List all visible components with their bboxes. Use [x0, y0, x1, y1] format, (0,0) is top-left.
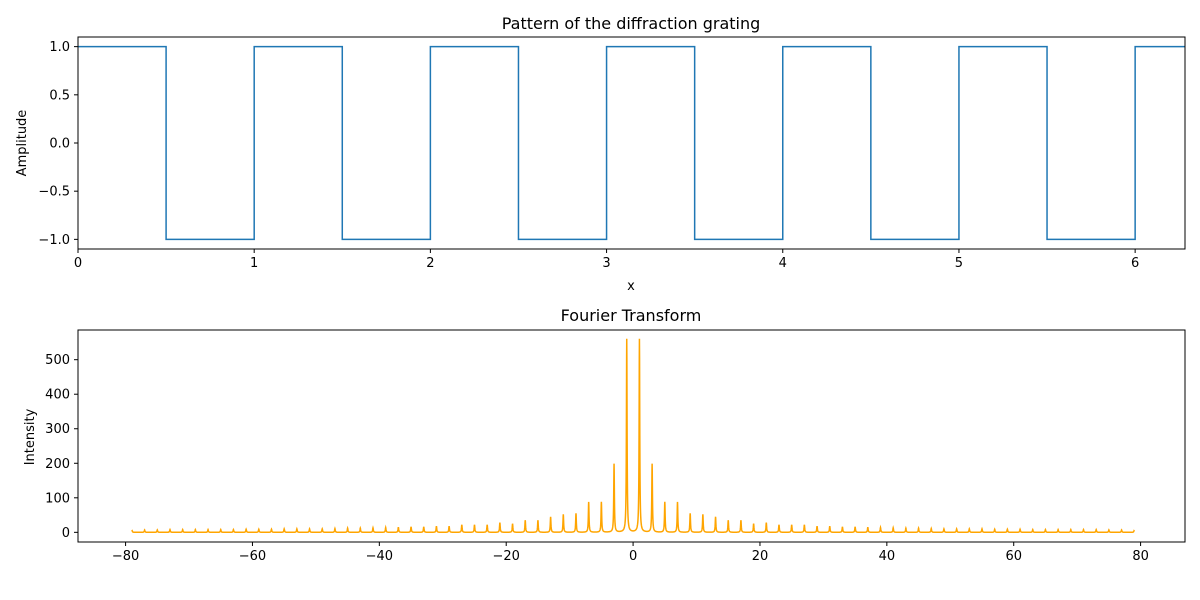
x-tick-label: 3: [602, 256, 610, 271]
x-tick-label: 2: [426, 256, 434, 271]
y-axis-label: Amplitude: [15, 110, 30, 177]
y-tick-label: 100: [45, 491, 70, 506]
y-tick-label: 400: [45, 388, 70, 403]
tick-group: 0 1 2 3 4 5 6 −1.0 −0.5 0.0 0.5 1.0: [38, 40, 1139, 271]
y-tick-label: 0.5: [49, 88, 70, 103]
tick-group: −80 −60 −40 −20 0 20 40 60 80 0 100 200 300 400 500: [45, 353, 1149, 564]
x-tick-label: 0: [74, 256, 82, 271]
chart-title: Pattern of the diffraction grating: [502, 14, 761, 33]
x-tick-label: 0: [629, 549, 637, 564]
y-tick-label: 500: [45, 353, 70, 368]
x-tick-label: 60: [1005, 549, 1022, 564]
x-tick-label: 4: [779, 256, 787, 271]
y-axis-label: Intensity: [23, 408, 38, 465]
y-tick-label: 200: [45, 457, 70, 472]
chart-title: Fourier Transform: [561, 306, 702, 325]
x-axis-label: x: [627, 279, 635, 294]
fourier-chart: Fourier Transform −80 −60 −40 −20 0 20 40 60 80 0…: [23, 306, 1186, 564]
grating-chart: Pattern of the diffraction grating 0 1 2 3 4…: [15, 14, 1186, 294]
x-tick-label: 5: [955, 256, 963, 271]
spectrum-series-line: [131, 338, 1135, 534]
y-tick-label: −1.0: [38, 233, 70, 248]
y-tick-label: 0.0: [49, 137, 70, 152]
y-tick-label: −0.5: [38, 185, 70, 200]
y-tick-label: 0: [62, 526, 70, 541]
x-tick-label: −40: [366, 549, 393, 564]
axes-frame: [77, 329, 1186, 543]
axes-frame: [77, 36, 1186, 250]
x-tick-label: 20: [752, 549, 769, 564]
y-tick-label: 300: [45, 422, 70, 437]
x-tick-label: 1: [250, 256, 258, 271]
grating-series-line: [78, 45, 1185, 241]
x-tick-label: −20: [492, 549, 519, 564]
x-tick-label: −80: [112, 549, 139, 564]
x-tick-label: 6: [1131, 256, 1139, 271]
x-tick-label: −60: [239, 549, 266, 564]
y-tick-label: 1.0: [49, 40, 70, 55]
x-tick-label: 40: [879, 549, 896, 564]
x-tick-label: 80: [1132, 549, 1149, 564]
